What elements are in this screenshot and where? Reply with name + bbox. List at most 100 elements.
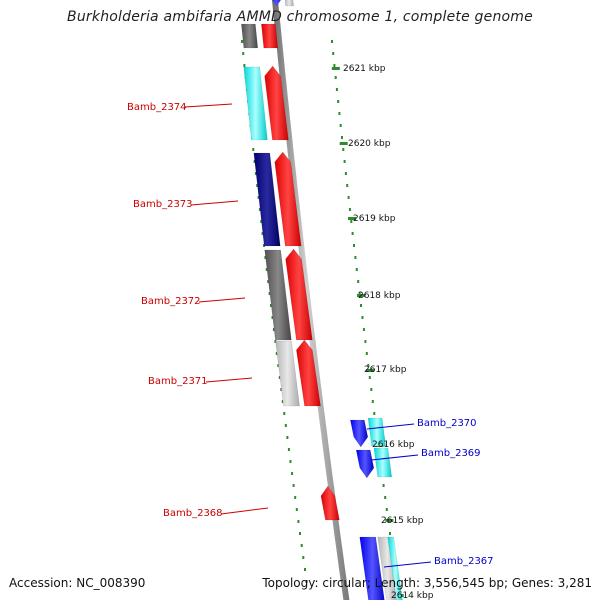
guide-dot: [305, 580, 308, 583]
gene-label-bamb-2368[interactable]: Bamb_2368: [163, 508, 223, 519]
guide-dot: [370, 388, 373, 391]
guide-dot: [335, 88, 338, 91]
gene-feature-top-blue: [272, 0, 282, 7]
guide-dot: [289, 460, 292, 463]
guide-dot: [291, 472, 294, 475]
gene-label-bamb-2370[interactable]: Bamb_2370: [417, 418, 477, 429]
guide-dot: [355, 268, 358, 271]
guide-dot: [286, 436, 289, 439]
guide-dot: [353, 244, 355, 247]
guide-dot: [351, 232, 354, 235]
guide-dot: [389, 532, 391, 535]
guide-dot: [361, 316, 364, 319]
gene-feature-bamb-2370: [350, 419, 369, 448]
guide-dot: [362, 328, 365, 331]
gene-label-bamb-2371[interactable]: Bamb_2371: [148, 376, 208, 387]
tick-label-2615: 2615 kbp: [381, 516, 424, 526]
accession-text: Accession: NC_008390: [9, 576, 146, 590]
guide-dot: [333, 64, 336, 67]
gene-label-bamb-2374[interactable]: Bamb_2374: [127, 102, 187, 113]
guide-dot: [260, 220, 263, 223]
tick-label-2618: 2618 kbp: [358, 291, 401, 301]
gene-leader-lines: [184, 103, 432, 568]
guide-dot: [367, 364, 370, 367]
tick-label-2619: 2619 kbp: [353, 214, 396, 224]
gene-feature-bamb-2367-gray: [377, 536, 397, 600]
guide-dot: [357, 280, 360, 283]
guide-dot: [258, 208, 261, 211]
guide-dot: [300, 544, 303, 547]
leader-line: [383, 561, 432, 568]
guide-dot: [267, 280, 270, 283]
guide-dot: [332, 52, 335, 55]
guide-dot: [281, 400, 284, 403]
guide-dot: [364, 340, 367, 343]
leader-line: [190, 200, 239, 206]
guide-dot: [342, 148, 345, 151]
guide-dot: [275, 352, 278, 355]
guide-dot: [384, 496, 387, 499]
guide-dot: [287, 448, 290, 451]
chromosome-backbone: [272, 0, 350, 600]
kbp-tick: [348, 217, 356, 220]
gene-label-bamb-2367[interactable]: Bamb_2367: [434, 556, 494, 567]
guide-dot: [252, 148, 255, 151]
gene-labels: Bamb_2374 Bamb_2373 Bamb_2372 Bamb_2371 …: [127, 102, 494, 567]
guide-dot: [261, 232, 264, 235]
gene-feature-bamb-2369: [355, 449, 375, 479]
gene-feature-bamb-2370-cyan: [367, 417, 386, 447]
gene-label-bamb-2373[interactable]: Bamb_2373: [133, 199, 193, 210]
guide-dot: [254, 172, 257, 175]
gene-feature-bamb-2373-navy: [253, 152, 281, 247]
guide-dot: [344, 172, 347, 175]
guide-dot: [284, 424, 287, 427]
guide-dot: [278, 376, 281, 379]
gene-feature-bamb-2368: [320, 485, 340, 521]
kbp-tick: [366, 369, 375, 372]
guide-dot: [241, 40, 243, 43]
guide-dot: [299, 532, 301, 535]
tick-label-2616: 2616 kbp: [372, 440, 415, 450]
guide-dot: [243, 64, 246, 67]
guide-dot: [350, 220, 353, 223]
guide-dot: [292, 484, 295, 487]
guide-dot: [242, 52, 245, 55]
gene-label-bamb-2369[interactable]: Bamb_2369: [421, 448, 481, 459]
guide-dot: [368, 376, 371, 379]
tick-label-2621: 2621 kbp: [343, 64, 386, 74]
kbp-tick: [339, 142, 348, 145]
guide-dot: [271, 316, 274, 319]
gene-feature-bamb-2372-gray: [264, 249, 292, 341]
gene-feature-bamb-2373: [274, 151, 302, 247]
guide-dot: [348, 208, 351, 211]
gene-feature-bamb-2367: [359, 536, 385, 600]
backbone-band: [272, 0, 350, 600]
guide-dot: [270, 304, 272, 307]
guide-dot: [297, 520, 300, 523]
guide-dot: [304, 568, 306, 571]
leader-line: [205, 377, 253, 383]
guide-dot: [354, 256, 357, 259]
gene-feature-bamb-2375-gray: [241, 23, 259, 49]
gene-feature-bamb-2374-cyan: [243, 66, 268, 141]
gene-feature-bamb-2374: [264, 65, 289, 141]
guide-dot: [373, 412, 376, 415]
gene-feature-bamb-2371-gray: [275, 340, 300, 407]
gene-feature-top-gray: [284, 0, 294, 7]
guide-dot: [337, 100, 340, 103]
guide-dot: [294, 496, 297, 499]
guide-dot: [341, 136, 343, 139]
tick-label-2614: 2614 kbp: [391, 591, 434, 600]
guide-dot: [339, 124, 342, 127]
guide-dot: [253, 160, 256, 163]
guide-dot: [283, 412, 286, 415]
leader-line: [366, 423, 415, 430]
leader-line: [220, 507, 269, 515]
gene-feature-bamb-2375-red: [261, 23, 279, 49]
guide-dot: [360, 304, 362, 307]
gene-feature-bamb-2367-cyan: [387, 536, 403, 600]
tick-label-2617: 2617 kbp: [364, 365, 407, 375]
guide-dot: [302, 556, 305, 559]
gene-label-bamb-2372[interactable]: Bamb_2372: [141, 296, 201, 307]
guide-dot: [347, 196, 350, 199]
